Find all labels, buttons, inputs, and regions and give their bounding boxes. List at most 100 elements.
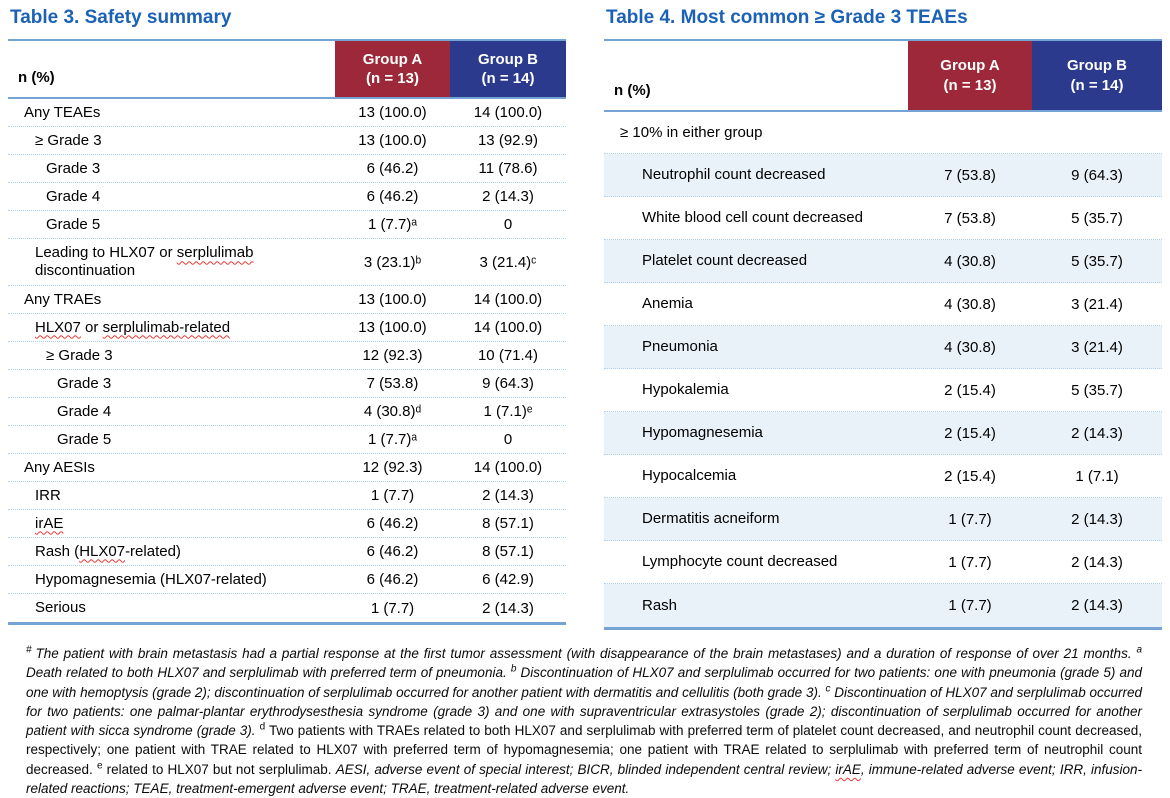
- label-text: Leading to HLX07 or: [35, 244, 177, 262]
- table-row: Hypokalemia 2 (15.4) 5 (35.7): [604, 369, 1162, 412]
- table-row: White blood cell count decreased 7 (53.8)…: [604, 197, 1162, 240]
- footnote-segment: Two patients with TRAEs related to both …: [26, 723, 1142, 777]
- n-percent-header: n (%): [18, 69, 55, 86]
- value-group-b: 14 (100.0): [473, 319, 543, 336]
- section-header-row: ≥ 10% in either group: [604, 112, 1162, 154]
- value-group-a: 1 (7.7)ᵃ: [368, 431, 417, 448]
- table-row: ≥ Grade 3 12 (92.3) 10 (71.4): [8, 342, 566, 370]
- value-group-a: 1 (7.7): [948, 553, 992, 571]
- row-label: Serious: [35, 599, 86, 617]
- value-group-b: 11 (78.6): [478, 160, 538, 177]
- footnote: # The patient with brain metastasis had …: [8, 644, 1162, 798]
- group-a-n-label: (n = 13): [943, 76, 997, 94]
- label-text: HLX07: [79, 542, 126, 560]
- n-percent-header: n (%): [614, 82, 651, 99]
- value-group-b: 14 (100.0): [473, 104, 543, 121]
- row-label: Rash: [642, 596, 678, 614]
- table-row: IRR 1 (7.7) 2 (14.3): [8, 482, 566, 510]
- table-row: Anemia 4 (30.8) 3 (21.4): [604, 283, 1162, 326]
- value-group-a: 13 (100.0): [358, 291, 427, 308]
- value-group-a: 1 (7.7): [370, 599, 415, 617]
- table-row: Hypocalcemia 2 (15.4) 1 (7.1): [604, 455, 1162, 498]
- value-group-a: 2 (15.4): [944, 381, 996, 399]
- value-group-a: 13 (100.0): [358, 104, 427, 121]
- row-label: Leading to HLX07 or serplulimab disconti…: [8, 244, 335, 279]
- table-row: Dermatitis acneiform 1 (7.7) 2 (14.3): [604, 498, 1162, 541]
- value-group-b: 3 (21.4)ᶜ: [479, 253, 537, 271]
- footnote-segment: related to HLX07 but not serplulimab.: [102, 761, 336, 777]
- group-a-n-label: (n = 13): [366, 70, 419, 87]
- table-row: Any TRAEs 13 (100.0) 14 (100.0): [8, 286, 566, 314]
- footnote-superscript: d: [259, 721, 266, 733]
- group-a-header-cell: Group A (n = 13): [335, 41, 450, 97]
- footnote-segment: Discontinuation of HLX07 and serplulimab…: [26, 665, 1142, 700]
- row-label: Hypomagnesemia (HLX07-related): [35, 570, 267, 588]
- value-group-b: 8 (57.1): [482, 543, 534, 560]
- value-group-b: 1 (7.1)ᵉ: [483, 403, 533, 420]
- value-group-a: 1 (7.7): [948, 510, 992, 528]
- group-b-n-label: (n = 14): [481, 70, 535, 87]
- table-row: Leading to HLX07 or serplulimab disconti…: [8, 239, 566, 286]
- row-label: Platelet count decreased: [642, 252, 808, 270]
- row-label: Hypocalcemia: [642, 467, 737, 485]
- table-row: Hypomagnesemia (HLX07-related) 6 (46.2) 6 …: [8, 566, 566, 594]
- table3-column: Table 3. Safety summary n (%) Group A (n…: [8, 4, 566, 630]
- row-label: ≥ Grade 3: [35, 131, 102, 149]
- group-b-header-cell: Group B (n = 14): [450, 41, 566, 97]
- footnote-superscript: a: [1136, 644, 1142, 656]
- value-group-b: 6 (42.9): [482, 571, 534, 588]
- value-group-b: 1 (7.1): [1075, 467, 1119, 485]
- footnote-superscript: e: [96, 760, 103, 772]
- row-label: Grade 4: [46, 187, 101, 205]
- value-group-a: 2 (15.4): [944, 424, 996, 442]
- footnote-segment: , immune-related adverse event; IRR, inf…: [26, 761, 1143, 797]
- table-row: Any AESIs 12 (92.3) 14 (100.0): [8, 454, 566, 482]
- value-group-a: 6 (46.2): [366, 543, 419, 560]
- row-label: Pneumonia: [642, 338, 718, 356]
- row-label: Neutrophil count decreased: [642, 166, 826, 184]
- table-row: Grade 3 7 (53.8) 9 (64.3): [8, 370, 566, 398]
- value-group-a: 7 (53.8): [944, 166, 996, 184]
- value-group-b: 14 (100.0): [473, 291, 543, 308]
- value-group-b: 0: [503, 431, 513, 448]
- value-group-a: 4 (30.8): [944, 338, 996, 356]
- value-group-b: 5 (35.7): [1071, 381, 1123, 399]
- value-group-a: 7 (53.8): [944, 209, 996, 227]
- group-b-header-cell: Group B (n = 14): [1032, 41, 1162, 110]
- table-row: irAE 6 (46.2) 8 (57.1): [8, 510, 566, 538]
- value-group-b: 2 (14.3): [482, 188, 534, 205]
- value-group-a: 12 (92.3): [362, 347, 423, 364]
- table-row: Grade 4 4 (30.8)ᵈ 1 (7.1)ᵉ: [8, 398, 566, 426]
- label-text: HLX07: [35, 318, 81, 336]
- footnote-segment: Discontinuation of HLX07 and serplulimab…: [26, 684, 1142, 739]
- footnote-superscript: c: [825, 683, 831, 695]
- table4-title: Table 4. Most common ≥ Grade 3 TEAEs: [606, 7, 968, 28]
- table-row: Any TEAEs 13 (100.0) 14 (100.0): [8, 99, 566, 127]
- row-label: ≥ Grade 3: [46, 346, 113, 364]
- value-group-a: 2 (15.4): [944, 467, 996, 485]
- value-group-b: 2 (14.3): [482, 487, 534, 504]
- label-text: serplulimab-related: [102, 318, 231, 336]
- label-text: Rash (: [35, 542, 80, 560]
- row-label: Any TRAEs: [24, 290, 102, 308]
- tables-row: Table 3. Safety summary n (%) Group A (n…: [8, 4, 1162, 630]
- label-text: or: [80, 318, 103, 336]
- value-group-b: 3 (21.4): [1071, 338, 1123, 356]
- value-group-a: 1 (7.7): [370, 487, 415, 504]
- table-row: Serious 1 (7.7) 2 (14.3): [8, 594, 566, 622]
- value-group-b: 2 (14.3): [1071, 424, 1123, 442]
- row-label: Grade 3: [46, 159, 101, 177]
- value-group-a: 4 (30.8): [944, 252, 996, 270]
- value-group-b: 2 (14.3): [1071, 597, 1123, 614]
- row-label: Hypomagnesemia: [642, 424, 763, 442]
- row-label: ≥ 10% in either group: [620, 123, 763, 141]
- row-label: irAE: [8, 515, 335, 533]
- label-text: discontinuation: [35, 262, 136, 279]
- value-group-a: 6 (46.2): [366, 188, 419, 205]
- value-group-a: 4 (30.8): [944, 295, 996, 313]
- label-text: -related): [125, 542, 181, 560]
- table-row: Platelet count decreased 4 (30.8) 5 (35.7): [604, 240, 1162, 283]
- value-group-b: 9 (64.3): [482, 375, 534, 392]
- row-label: Rash (HLX07-related): [8, 543, 335, 561]
- value-group-a: 13 (100.0): [358, 132, 427, 149]
